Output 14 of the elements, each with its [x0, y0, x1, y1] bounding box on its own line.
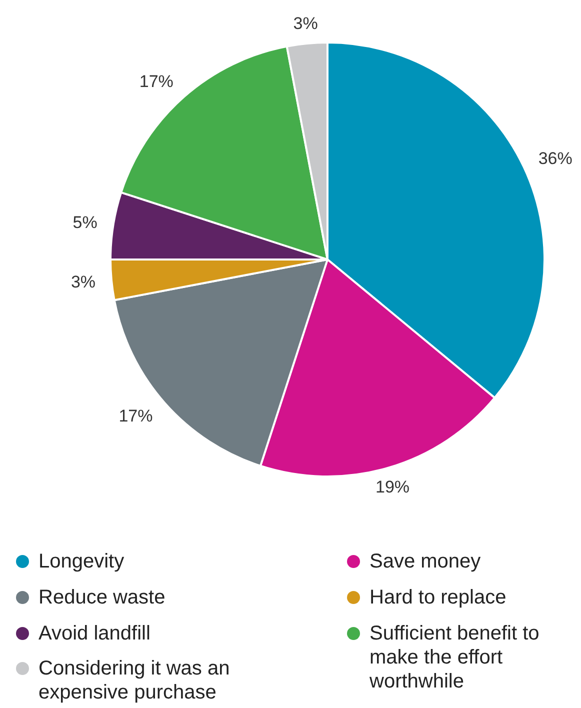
data-label: 3%: [293, 14, 318, 34]
data-label: 17%: [139, 72, 174, 92]
data-label: 17%: [118, 406, 153, 426]
legend-label: Reduce waste: [38, 586, 166, 608]
legend-label: Avoid landfill: [38, 622, 150, 644]
data-label: 5%: [72, 212, 98, 232]
legend-label: Considering it was an expensive purchase: [38, 658, 230, 704]
data-label: 19%: [375, 478, 410, 497]
data-label: 36%: [538, 149, 572, 168]
data-label: 3%: [70, 272, 96, 292]
legend-label: Sufficient benefit to make the effort worthwhile: [368, 622, 540, 692]
legend-label: Longevity: [38, 550, 124, 572]
legend-label: Save money: [370, 550, 481, 572]
legend-label: Hard to replace: [370, 586, 506, 608]
